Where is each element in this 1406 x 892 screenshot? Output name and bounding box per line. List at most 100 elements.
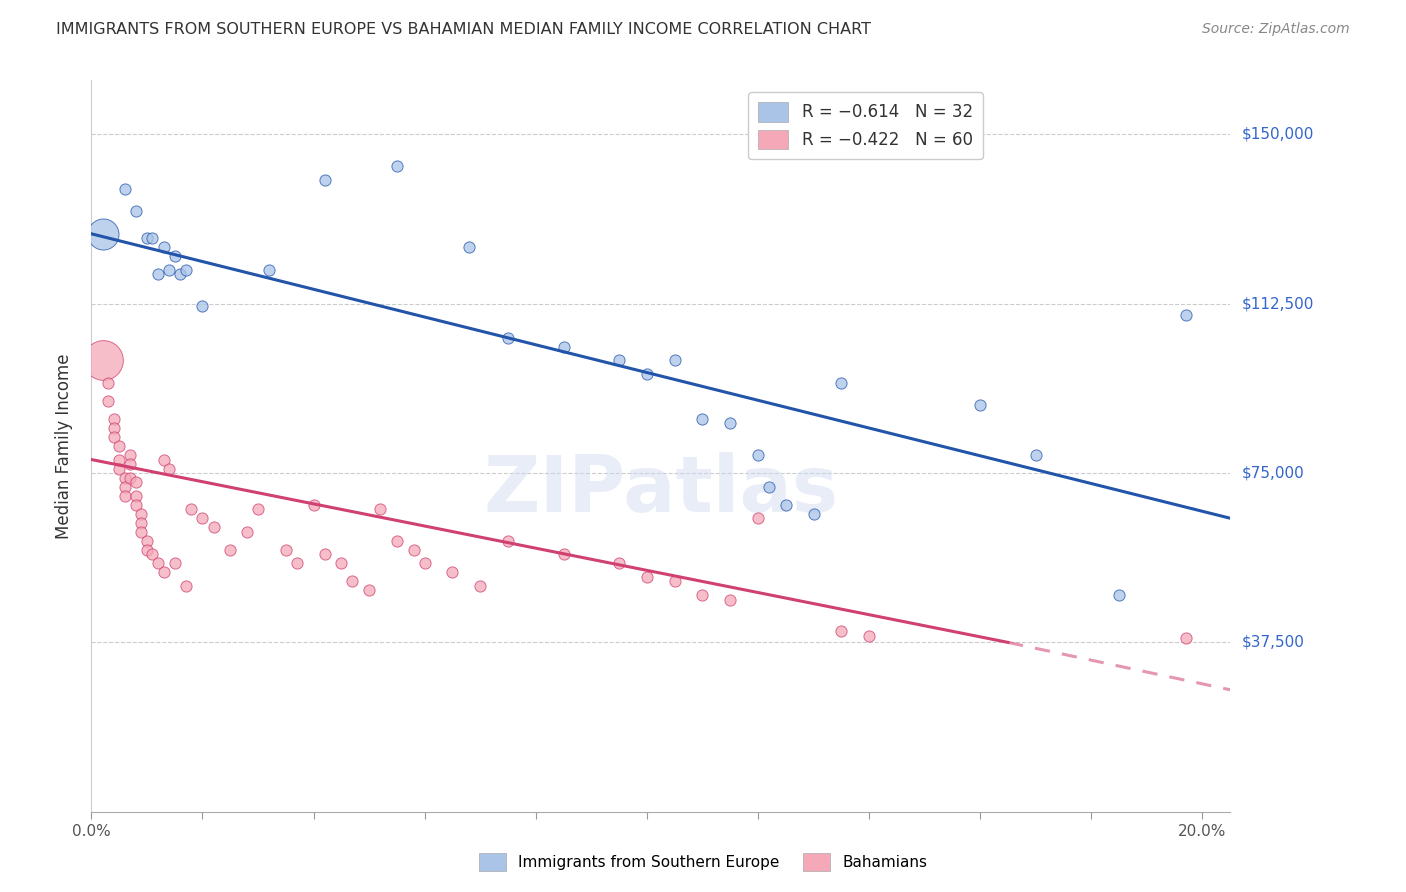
Point: [368, 502, 391, 516]
Point: [108, 461, 131, 475]
Point: [120, 470, 142, 484]
Point: [152, 566, 174, 580]
Point: [136, 231, 159, 245]
Point: [858, 629, 880, 643]
Point: [125, 204, 148, 219]
Point: [103, 412, 125, 426]
Point: [120, 457, 142, 471]
Text: $37,500: $37,500: [1241, 635, 1305, 650]
Point: [718, 592, 741, 607]
Text: Source: ZipAtlas.com: Source: ZipAtlas.com: [1202, 22, 1350, 37]
Point: [775, 498, 797, 512]
Text: $150,000: $150,000: [1241, 127, 1313, 142]
Point: [803, 507, 825, 521]
Y-axis label: Median Family Income: Median Family Income: [55, 353, 73, 539]
Point: [402, 542, 425, 557]
Point: [202, 520, 225, 534]
Point: [219, 542, 242, 557]
Point: [385, 533, 408, 548]
Point: [1025, 448, 1047, 462]
Point: [114, 480, 136, 494]
Point: [718, 417, 741, 431]
Point: [747, 511, 769, 525]
Point: [330, 557, 353, 571]
Point: [664, 353, 686, 368]
Point: [174, 579, 197, 593]
Point: [314, 547, 336, 561]
Point: [1174, 308, 1197, 322]
Point: [302, 498, 325, 512]
Text: IMMIGRANTS FROM SOUTHERN EUROPE VS BAHAMIAN MEDIAN FAMILY INCOME CORRELATION CHA: IMMIGRANTS FROM SOUTHERN EUROPE VS BAHAM…: [56, 22, 872, 37]
Point: [830, 376, 852, 390]
Point: [180, 502, 202, 516]
Point: [108, 439, 131, 453]
Point: [285, 557, 308, 571]
Point: [114, 489, 136, 503]
Point: [636, 570, 658, 584]
Point: [141, 231, 163, 245]
Point: [120, 448, 142, 462]
Point: [97, 393, 120, 408]
Point: [458, 240, 481, 254]
Point: [108, 452, 131, 467]
Point: [496, 533, 519, 548]
Point: [136, 542, 159, 557]
Point: [236, 524, 259, 539]
Point: [125, 489, 148, 503]
Point: [413, 557, 436, 571]
Point: [152, 240, 174, 254]
Point: [103, 421, 125, 435]
Point: [1108, 588, 1130, 602]
Point: [131, 507, 153, 521]
Point: [247, 502, 270, 516]
Point: [146, 557, 169, 571]
Point: [174, 263, 197, 277]
Point: [274, 542, 297, 557]
Point: [157, 461, 180, 475]
Point: [692, 412, 714, 426]
Point: [136, 533, 159, 548]
Point: [496, 331, 519, 345]
Point: [607, 557, 630, 571]
Point: [125, 498, 148, 512]
Point: [830, 624, 852, 639]
Point: [636, 367, 658, 381]
Point: [114, 181, 136, 195]
Point: [359, 583, 381, 598]
Point: [152, 452, 174, 467]
Point: [385, 159, 408, 173]
Point: [163, 249, 186, 263]
Point: [141, 547, 163, 561]
Point: [1174, 631, 1197, 645]
Point: [131, 516, 153, 530]
Point: [747, 448, 769, 462]
Point: [257, 263, 280, 277]
Point: [157, 263, 180, 277]
Point: [191, 299, 214, 313]
Text: $112,500: $112,500: [1241, 296, 1313, 311]
Point: [470, 579, 492, 593]
Point: [191, 511, 214, 525]
Point: [553, 340, 575, 354]
Point: [91, 353, 114, 368]
Point: [169, 268, 191, 282]
Point: [131, 524, 153, 539]
Text: $75,000: $75,000: [1241, 466, 1305, 481]
Point: [146, 268, 169, 282]
Point: [97, 376, 120, 390]
Point: [314, 172, 336, 186]
Legend: R = −0.614   N = 32, R = −0.422   N = 60: R = −0.614 N = 32, R = −0.422 N = 60: [748, 92, 983, 159]
Point: [125, 475, 148, 489]
Point: [969, 398, 991, 412]
Point: [163, 557, 186, 571]
Point: [91, 227, 114, 241]
Point: [103, 430, 125, 444]
Point: [114, 470, 136, 484]
Point: [607, 353, 630, 368]
Point: [664, 574, 686, 589]
Point: [342, 574, 364, 589]
Legend: Immigrants from Southern Europe, Bahamians: Immigrants from Southern Europe, Bahamia…: [472, 847, 934, 877]
Text: ZIPatlas: ZIPatlas: [484, 452, 838, 528]
Point: [758, 480, 780, 494]
Point: [553, 547, 575, 561]
